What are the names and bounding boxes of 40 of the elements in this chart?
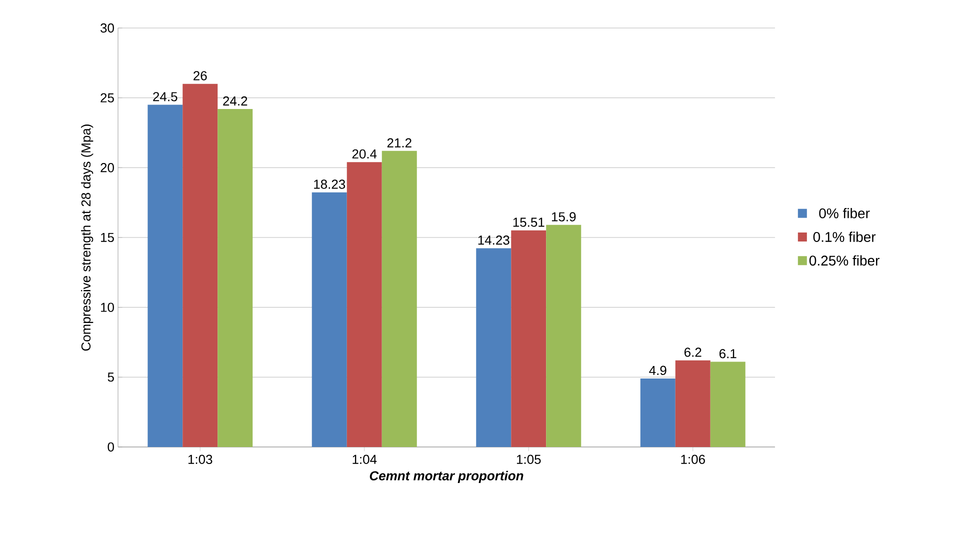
legend-label: 0% fiber xyxy=(819,208,870,218)
x-tick-label: 1:06 xyxy=(681,454,705,464)
legend-label: 0.1% fiber xyxy=(813,232,876,242)
bar xyxy=(511,230,546,447)
x-tick-label: 1:05 xyxy=(516,454,541,464)
bar xyxy=(675,360,710,447)
bar xyxy=(148,104,183,447)
y-tick-label: 0 xyxy=(108,442,114,452)
bar xyxy=(546,224,582,447)
y-tick-label: 10 xyxy=(101,302,114,312)
y-tick-label: 30 xyxy=(100,23,114,33)
y-tick-label: 15 xyxy=(101,232,114,242)
bar xyxy=(182,84,218,447)
data-label: 15.9 xyxy=(552,212,576,222)
x-tick-label: 1:03 xyxy=(188,454,212,464)
bar xyxy=(476,248,512,447)
bar xyxy=(312,192,347,447)
bar xyxy=(346,162,382,447)
data-label: 24.2 xyxy=(223,96,248,106)
x-axis-title: Cemnt mortar proportion xyxy=(370,470,524,483)
bar xyxy=(218,109,253,447)
data-label: 24.5 xyxy=(153,92,178,102)
y-tick-label: 20 xyxy=(100,163,114,172)
legend-label: 0.25% fiber xyxy=(809,255,880,266)
data-label: 21.2 xyxy=(387,138,412,148)
data-label: 6.2 xyxy=(684,348,702,357)
y-tick-label: 25 xyxy=(100,93,114,102)
data-label: 18.23 xyxy=(314,180,346,189)
data-label: 20.4 xyxy=(352,149,377,159)
data-label: 6.1 xyxy=(719,349,736,358)
bar xyxy=(382,150,417,447)
data-label: 15.51 xyxy=(513,218,544,227)
x-tick-label: 1:04 xyxy=(352,454,377,464)
bar xyxy=(710,362,746,447)
y-axis-title: Compressive strength at 28 days (Mpa) xyxy=(81,124,94,351)
data-label: 4.9 xyxy=(649,366,666,376)
y-tick-label: 5 xyxy=(108,372,114,382)
data-label: 14.23 xyxy=(478,236,510,245)
data-label: 26 xyxy=(194,71,207,80)
bar xyxy=(640,378,676,447)
